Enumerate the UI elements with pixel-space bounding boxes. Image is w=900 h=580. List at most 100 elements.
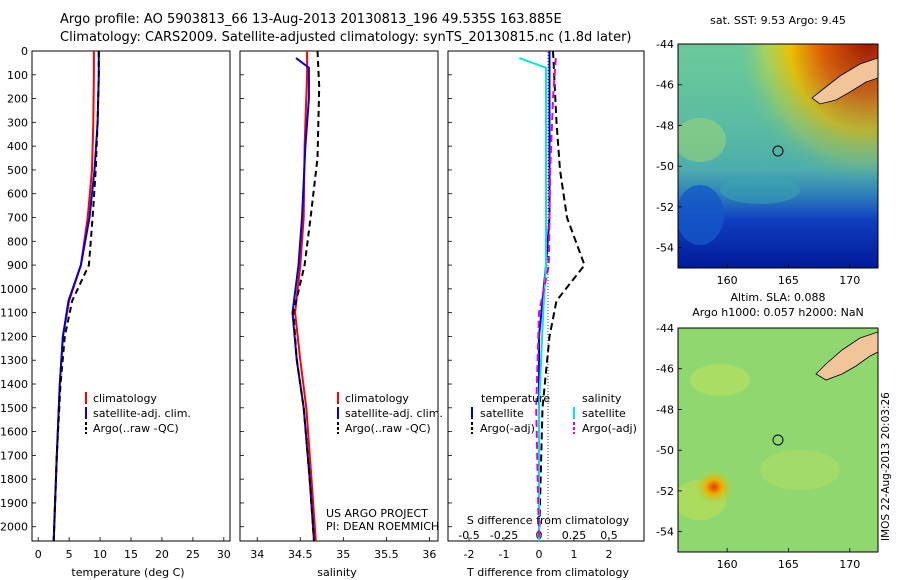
map-axes: -44 -46 -48 -50 -52 -54 160 165 170 -44 -46 -48 -50 -… xyxy=(656,38,860,571)
series-line-argo-raw-qc- xyxy=(52,51,100,542)
x-axes: 0 5 10 15 20 25 30 34 34.5 35 35.5 36 -2 -1 0 1 2 -0.5 -0.… xyxy=(35,529,618,561)
x-tick-label: 1 xyxy=(571,548,578,561)
sst-map-title: sat. SST: 9.53 Argo: 9.45 xyxy=(710,14,846,27)
lon-tick-label: 160 xyxy=(717,558,738,571)
depth-tick-label: 1000 xyxy=(0,283,28,296)
sst-map xyxy=(678,44,878,268)
lat-tick-label: -50 xyxy=(656,444,674,457)
lon-tick-label: 165 xyxy=(778,558,799,571)
lat-tick-label: -52 xyxy=(656,201,674,214)
float-location-marker xyxy=(772,434,784,446)
x-tick-label: 0 xyxy=(35,548,42,561)
depth-tick-label: 100 xyxy=(7,69,28,82)
chart-title-line1: Argo profile: AO 5903813_66 13-Aug-2013 … xyxy=(60,12,562,27)
lat-tick-label: -44 xyxy=(656,38,674,51)
x-tick-label: 36 xyxy=(422,548,436,561)
lon-tick-label: 170 xyxy=(839,274,860,287)
s-diff-xlabel: S difference from climatology xyxy=(467,514,630,527)
s-tick-label: -0.25 xyxy=(490,529,518,542)
x-tick-label: -1 xyxy=(499,548,510,561)
lat-tick-label: -54 xyxy=(656,526,674,539)
x-tick-label: 15 xyxy=(124,548,138,561)
lon-tick-label: 160 xyxy=(717,274,738,287)
s-tick-label: 0.25 xyxy=(562,529,587,542)
x-tick-label: 30 xyxy=(217,548,231,561)
new-zealand-land xyxy=(811,57,878,105)
salinity-panel xyxy=(239,50,439,542)
legend-sal-satellite: satellite xyxy=(582,407,626,420)
depth-tick-label: 1800 xyxy=(0,473,28,486)
legend-temp-argo: Argo(-adj) xyxy=(480,422,535,435)
depth-tick-label: 1600 xyxy=(0,426,28,439)
depth-tick-label: 1400 xyxy=(0,378,28,391)
legend-argo: Argo(..raw -QC) xyxy=(345,422,431,435)
lat-tick-label: -54 xyxy=(656,242,674,255)
lat-tick-label: -46 xyxy=(656,79,674,92)
series-line-salinity-satellite xyxy=(519,57,547,541)
x-tick-label: 34 xyxy=(250,548,264,561)
legend-sal-argo: Argo(-adj) xyxy=(582,422,637,435)
imos-stamp: IMOS 22-Aug-2013 20:03:26 xyxy=(880,392,892,541)
new-zealand-land xyxy=(815,331,878,381)
lat-tick-label: -44 xyxy=(656,322,674,335)
lat-tick-label: -48 xyxy=(656,119,674,132)
depth-tick-label: 800 xyxy=(7,235,28,248)
series-line-climatology xyxy=(52,51,95,542)
x-tick-label: 35.5 xyxy=(374,548,399,561)
sla-map-subtitle: Argo h1000: 0.057 h2000: NaN xyxy=(692,306,864,319)
x-tick-label: 20 xyxy=(155,548,169,561)
profile-lines xyxy=(52,50,586,542)
series-line-argo-raw-qc- xyxy=(292,50,321,542)
difference-panel xyxy=(447,50,645,542)
salinity-legend: climatology satellite-adj. clim. Argo(..… xyxy=(337,392,443,435)
depth-tick-label: 300 xyxy=(7,116,28,129)
x-tick-label: 25 xyxy=(186,548,200,561)
depth-tick-label: 2000 xyxy=(0,521,28,534)
x-tick-label: -2 xyxy=(464,548,475,561)
s-tick-label: -0.5 xyxy=(458,529,479,542)
depth-axis: 0 100 200 300 400 500 600 700 800 900 1000 1100 1200… xyxy=(0,45,452,534)
lon-tick-label: 170 xyxy=(839,558,860,571)
depth-tick-label: 200 xyxy=(7,93,28,106)
lat-tick-label: -50 xyxy=(656,160,674,173)
temperature-panel xyxy=(31,50,231,542)
depth-tick-label: 1700 xyxy=(0,449,28,462)
x-tick-label: 2 xyxy=(606,548,613,561)
salinity-xlabel: salinity xyxy=(317,566,357,579)
depth-tick-label: 600 xyxy=(7,188,28,201)
lat-tick-label: -46 xyxy=(656,363,674,376)
series-line-temperature-argo-adj- xyxy=(538,50,586,542)
x-tick-label: 10 xyxy=(93,548,107,561)
legend-argo: Argo(..raw -QC) xyxy=(93,422,179,435)
depth-tick-label: 900 xyxy=(7,259,28,272)
sla-map-title: Altim. SLA: 0.088 xyxy=(730,291,825,304)
depth-tick-label: 1500 xyxy=(0,402,28,415)
lat-tick-label: -52 xyxy=(656,485,674,498)
x-tick-label: 0 xyxy=(536,548,543,561)
t-diff-xlabel: T difference from climatology xyxy=(466,566,629,579)
series-line-climatology xyxy=(294,51,317,542)
depth-tick-label: 400 xyxy=(7,140,28,153)
depth-tick-label: 0 xyxy=(21,45,28,58)
sla-map xyxy=(678,328,878,552)
series-line-satellite-adj-clim- xyxy=(52,51,100,542)
legend-temp-satellite: satellite xyxy=(480,407,524,420)
temperature-legend: climatology satellite-adj. clim. Argo(..… xyxy=(85,392,191,435)
temperature-xlabel: temperature (deg C) xyxy=(71,566,184,579)
float-location-marker xyxy=(772,145,784,157)
legend-satellite: satellite-adj. clim. xyxy=(345,407,443,420)
depth-tick-label: 1300 xyxy=(0,354,28,367)
x-tick-label: 34.5 xyxy=(288,548,313,561)
project-pi: PI: DEAN ROEMMICH xyxy=(326,520,439,533)
depth-tick-label: 1100 xyxy=(0,307,28,320)
legend-temp-header: temperature xyxy=(481,392,550,405)
x-tick-label: 5 xyxy=(66,548,73,561)
difference-legend: temperature salinity satellite Argo(-adj… xyxy=(471,392,637,435)
lon-tick-label: 165 xyxy=(778,274,799,287)
x-tick-label: 35 xyxy=(336,548,350,561)
lat-tick-label: -48 xyxy=(656,403,674,416)
legend-sal-header: salinity xyxy=(582,392,622,405)
legend-satellite: satellite-adj. clim. xyxy=(93,407,191,420)
depth-tick-label: 700 xyxy=(7,212,28,225)
